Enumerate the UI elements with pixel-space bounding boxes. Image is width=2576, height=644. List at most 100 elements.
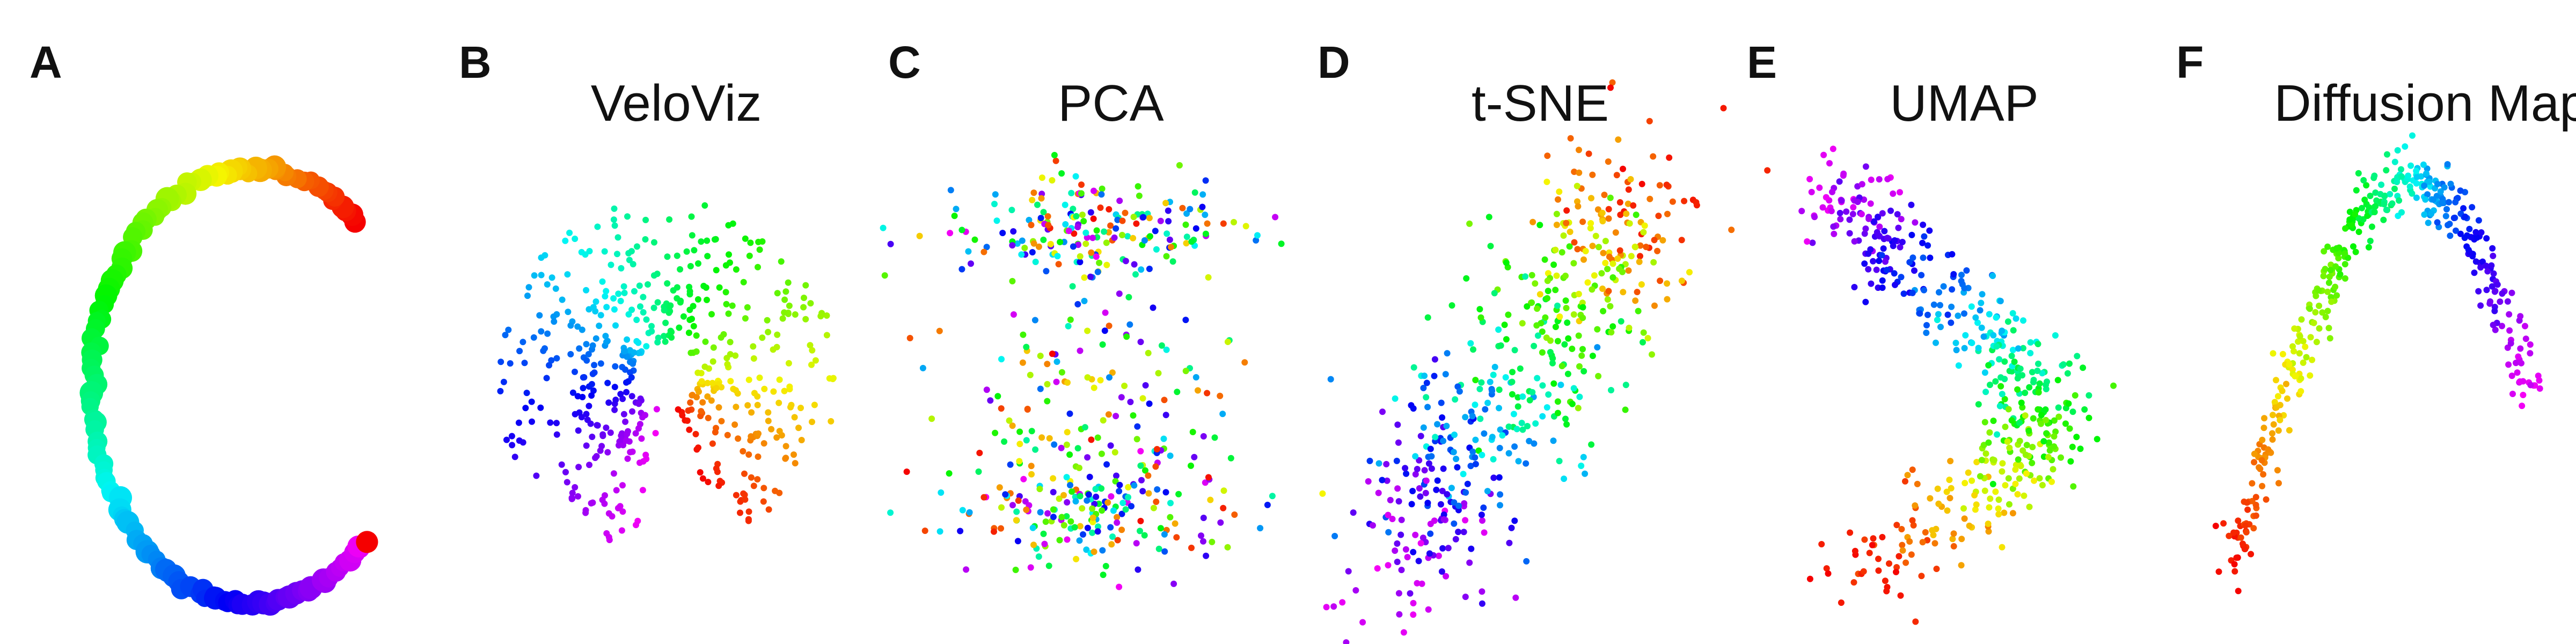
data-point-b: [740, 448, 747, 455]
data-point-b: [689, 232, 696, 239]
data-point-b: [633, 317, 640, 323]
data-point-f: [2286, 361, 2293, 368]
data-point-d: [1398, 516, 1405, 523]
data-point-c: [1220, 220, 1227, 227]
data-point-c: [1077, 347, 1084, 354]
data-point-c: [1001, 438, 1008, 445]
data-point-f: [2286, 427, 2293, 434]
data-point-d: [1427, 445, 1434, 452]
data-point-e: [1933, 566, 1940, 572]
data-point-b: [574, 323, 581, 330]
data-point-c: [1198, 532, 1204, 539]
data-point-c: [887, 240, 894, 247]
data-point-b: [603, 288, 610, 295]
data-point-e: [2015, 345, 2022, 352]
data-point-f: [2275, 427, 2282, 434]
data-point-e: [1952, 340, 1959, 346]
data-point-d: [1633, 211, 1640, 218]
data-point-c: [1018, 251, 1025, 258]
data-point-d: [1543, 404, 1550, 411]
data-point-e: [1930, 301, 1937, 308]
data-point-e: [1987, 495, 1994, 502]
data-point-b: [650, 304, 657, 311]
data-point-b: [650, 272, 657, 279]
data-point-d: [1444, 491, 1451, 497]
data-point-d: [1580, 453, 1587, 460]
data-point-b: [676, 324, 683, 331]
data-point-d: [1387, 496, 1394, 503]
data-point-d: [1609, 260, 1616, 267]
data-point-e: [1966, 522, 1973, 529]
data-point-c: [1095, 523, 1101, 530]
data-point-c: [1098, 191, 1105, 198]
data-point-e: [1868, 280, 1875, 287]
data-point-c: [1074, 224, 1081, 231]
data-point-b: [502, 332, 509, 339]
data-point-c: [1056, 495, 1063, 502]
data-point-b: [588, 380, 595, 387]
data-point-b: [710, 344, 717, 351]
data-point-d: [1728, 226, 1735, 233]
data-point-d: [1624, 200, 1631, 207]
data-point-b: [765, 409, 772, 416]
data-point-c: [1272, 214, 1279, 221]
data-point-c: [1101, 228, 1108, 235]
data-point-c: [1068, 189, 1075, 196]
data-point-d: [1385, 529, 1392, 536]
data-point-e: [1994, 431, 2001, 438]
data-point-e: [2043, 416, 2050, 423]
data-point-d: [1584, 279, 1591, 286]
data-point-f: [2226, 532, 2233, 539]
data-point-d: [1389, 516, 1396, 522]
data-point-c: [1133, 436, 1140, 443]
data-point-f: [2256, 464, 2263, 471]
data-point-e: [1850, 579, 1857, 586]
data-point-e: [1865, 215, 1872, 222]
data-point-e: [2023, 442, 2030, 449]
data-point-d: [1417, 493, 1424, 500]
data-point-d: [1628, 253, 1635, 260]
data-point-b: [634, 243, 640, 250]
data-point-c: [1153, 446, 1160, 452]
data-point-d: [1423, 394, 1430, 401]
data-point-d: [1563, 305, 1570, 311]
data-point-f: [2365, 244, 2372, 251]
data-point-b: [773, 434, 780, 441]
data-point-f: [2466, 225, 2473, 232]
data-point-e: [1879, 284, 1886, 291]
data-point-e: [2030, 379, 2037, 386]
panel-letter-a: A: [30, 37, 62, 87]
data-point-c: [919, 364, 926, 371]
data-point-b: [559, 296, 566, 303]
data-point-c: [1093, 493, 1100, 500]
data-point-c: [1016, 428, 1023, 435]
data-point-e: [2027, 350, 2034, 356]
data-point-c: [1319, 490, 1326, 497]
data-point-b: [642, 451, 649, 458]
data-point-d: [1519, 393, 1526, 400]
data-point-e: [1926, 227, 1933, 234]
data-point-b: [631, 288, 638, 295]
data-point-c: [1127, 399, 1134, 405]
data-point-c: [951, 213, 958, 219]
data-point-c: [983, 386, 990, 393]
data-point-b: [718, 418, 725, 425]
data-point-c: [938, 489, 945, 496]
data-point-d: [1582, 247, 1589, 254]
data-point-e: [1927, 254, 1934, 261]
data-point-d: [1651, 237, 1658, 244]
data-point-e: [1972, 314, 1979, 321]
data-point-d: [1564, 370, 1571, 377]
data-point-c: [1052, 157, 1059, 164]
data-point-b: [621, 289, 628, 296]
data-point-d: [1554, 338, 1561, 345]
data-point-d: [1421, 467, 1428, 474]
data-point-d: [1678, 237, 1685, 244]
data-point-d: [1384, 477, 1391, 484]
data-point-b: [628, 393, 635, 400]
data-point-d: [1545, 391, 1552, 398]
data-point-d: [1526, 397, 1533, 404]
data-point-c: [1027, 371, 1034, 378]
data-point-f: [2341, 261, 2348, 268]
data-point-c: [1050, 475, 1057, 482]
